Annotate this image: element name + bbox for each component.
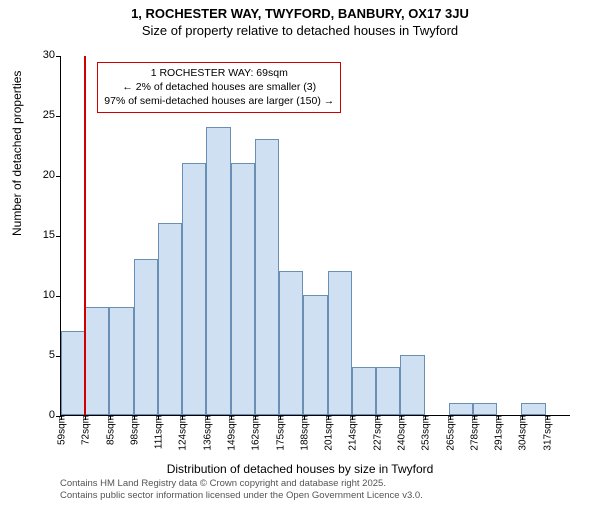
footer-line-1: Contains HM Land Registry data © Crown c… (60, 478, 423, 490)
y-tick-label: 30 (43, 49, 61, 61)
x-tick-label: 227sqm (370, 415, 383, 451)
y-tick-label: 5 (49, 349, 61, 361)
histogram-bar (400, 355, 424, 415)
x-tick-label: 111sqm (152, 415, 165, 449)
histogram-bar (182, 163, 206, 415)
histogram-bar (85, 307, 109, 415)
histogram-bar (352, 367, 376, 415)
x-tick-label: 253sqm (419, 415, 432, 451)
histogram-bar (328, 271, 352, 415)
histogram-bar (158, 223, 182, 415)
histogram-bar (109, 307, 133, 415)
x-tick-label: 304sqm (516, 415, 529, 451)
histogram-bar (231, 163, 255, 415)
y-tick-label: 20 (43, 169, 61, 181)
y-tick-mark (56, 236, 61, 237)
histogram-bar (206, 127, 230, 415)
info-box: 1 ROCHESTER WAY: 69sqm ← 2% of detached … (97, 62, 341, 113)
x-tick-label: 149sqm (225, 415, 238, 451)
x-tick-label: 72sqm (79, 415, 92, 445)
x-tick-label: 278sqm (467, 415, 480, 451)
y-tick-label: 10 (43, 289, 61, 301)
histogram-bar (255, 139, 279, 415)
x-axis-label: Distribution of detached houses by size … (0, 462, 600, 476)
y-tick-mark (56, 56, 61, 57)
x-tick-label: 59sqm (55, 415, 68, 445)
x-tick-label: 175sqm (273, 415, 286, 451)
info-line-3: 97% of semi-detached houses are larger (… (104, 94, 334, 108)
x-tick-label: 201sqm (322, 415, 335, 451)
histogram-bar (449, 403, 473, 415)
histogram-bar (134, 259, 158, 415)
histogram-bar (303, 295, 327, 415)
info-line-1: 1 ROCHESTER WAY: 69sqm (104, 66, 334, 80)
y-tick-mark (56, 116, 61, 117)
histogram-bar (61, 331, 85, 415)
reference-line (84, 56, 86, 415)
y-tick-mark (56, 356, 61, 357)
x-tick-label: 291sqm (492, 415, 505, 451)
x-tick-label: 188sqm (297, 415, 310, 451)
x-tick-label: 124sqm (176, 415, 189, 451)
x-tick-label: 240sqm (395, 415, 408, 451)
x-tick-label: 162sqm (249, 415, 262, 451)
footer-line-2: Contains public sector information licen… (60, 490, 423, 502)
histogram-bar (376, 367, 400, 415)
x-tick-label: 214sqm (346, 415, 359, 451)
histogram-bar (279, 271, 303, 415)
x-tick-label: 85sqm (103, 415, 116, 445)
histogram-bar (521, 403, 545, 415)
y-tick-label: 25 (43, 109, 61, 121)
y-axis-label: Number of detached properties (10, 71, 24, 236)
y-tick-label: 15 (43, 229, 61, 241)
chart-plot-area: 051015202530 59sqm72sqm85sqm98sqm111sqm1… (60, 56, 570, 416)
histogram-bar (473, 403, 497, 415)
x-tick-label: 265sqm (443, 415, 456, 451)
chart-title-line1: 1, ROCHESTER WAY, TWYFORD, BANBURY, OX17… (0, 6, 600, 21)
chart-title-line2: Size of property relative to detached ho… (0, 23, 600, 38)
x-tick-label: 317sqm (540, 415, 553, 451)
x-tick-label: 98sqm (127, 415, 140, 445)
info-line-2: ← 2% of detached houses are smaller (3) (104, 80, 334, 94)
x-tick-label: 136sqm (200, 415, 213, 451)
footer-attribution: Contains HM Land Registry data © Crown c… (60, 478, 423, 502)
y-tick-mark (56, 176, 61, 177)
y-tick-mark (56, 296, 61, 297)
